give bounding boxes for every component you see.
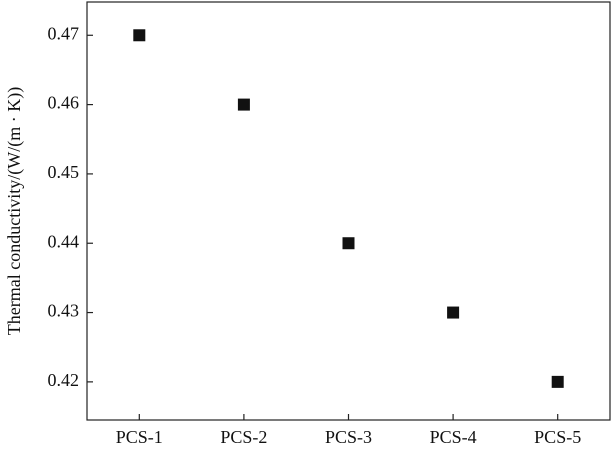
- y-axis-label: Thermal conductivity/(W/(m · K)): [4, 87, 25, 335]
- y-tick-label: 0.44: [48, 231, 80, 251]
- y-tick-label: 0.42: [48, 370, 80, 390]
- y-tick-label: 0.45: [48, 162, 80, 182]
- marker: [237, 98, 250, 111]
- marker: [447, 306, 460, 319]
- x-tick-label: PCS-5: [534, 427, 581, 447]
- plot-frame: [86, 1, 611, 421]
- y-tick-label: 0.46: [48, 93, 80, 113]
- x-tick-label: PCS-2: [220, 427, 267, 447]
- y-tick-label: 0.43: [48, 301, 80, 321]
- x-tick-label: PCS-3: [325, 427, 372, 447]
- x-tick-label: PCS-1: [116, 427, 163, 447]
- marker: [551, 375, 564, 388]
- marker: [133, 29, 146, 42]
- marker: [342, 237, 355, 250]
- y-tick-label: 0.47: [48, 23, 80, 43]
- x-tick-label: PCS-4: [430, 427, 477, 447]
